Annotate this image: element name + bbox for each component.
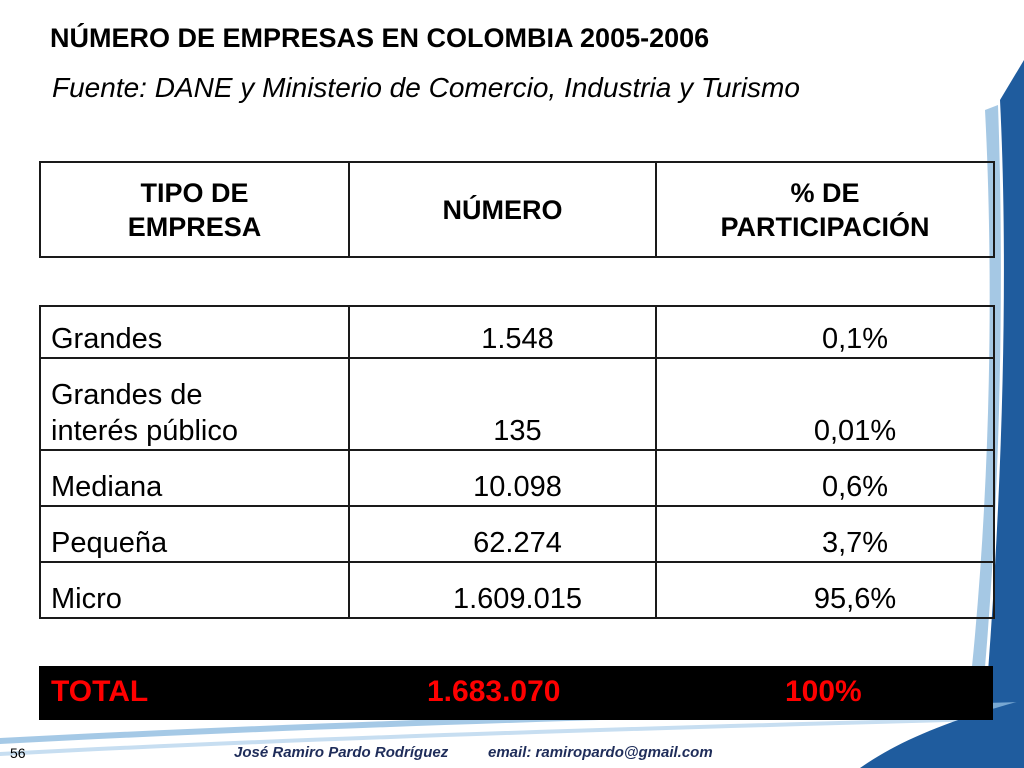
row-label-text: Pequeña xyxy=(51,527,168,559)
page-number: 56 xyxy=(10,745,26,761)
row-label-text: Grandes xyxy=(51,323,163,355)
row-label: Mediana xyxy=(39,449,350,507)
page-title: NÚMERO DE EMPRESAS EN COLOMBIA 2005-2006 xyxy=(50,23,710,53)
row-label-text: interés público xyxy=(51,415,238,447)
row-numero: 1.548 xyxy=(348,305,657,359)
total-row: TOTAL 1.683.070 100% xyxy=(39,666,993,720)
source-subtitle: Fuente: DANE y Ministerio de Comercio, I… xyxy=(52,72,800,103)
column-header-tipo: TIPO DE EMPRESA xyxy=(39,161,350,258)
row-participacion: 0,6% xyxy=(655,449,995,507)
row-numero: 62.274 xyxy=(348,505,657,563)
row-label-text: Grandes de xyxy=(51,379,203,411)
row-participacion: 0,01% xyxy=(655,357,995,451)
header-table: TIPO DE EMPRESA NÚMERO % DE PARTICIPACIÓ… xyxy=(39,161,995,258)
row-participacion: 95,6% xyxy=(655,561,995,619)
column-header-line: EMPRESA xyxy=(127,211,262,242)
total-label: TOTAL xyxy=(51,675,149,708)
row-participacion: 0,1% xyxy=(655,305,995,359)
row-numero: 135 xyxy=(348,357,657,451)
table-row: Pequeña 62.274 3,7% xyxy=(39,505,995,563)
row-label-text: Mediana xyxy=(51,471,163,503)
row-label: Grandes xyxy=(39,305,350,359)
footer-email: email: ramiropardo@gmail.com xyxy=(488,744,713,761)
row-numero: 10.098 xyxy=(348,449,657,507)
table-row: Grandes 1.548 0,1% xyxy=(39,305,995,359)
table-row: Micro 1.609.015 95,6% xyxy=(39,561,995,619)
column-header-numero: NÚMERO xyxy=(348,161,657,258)
row-label: Grandes de interés público xyxy=(39,357,350,451)
column-header-line: TIPO DE xyxy=(140,177,249,208)
row-participacion: 3,7% xyxy=(655,505,995,563)
column-header-line: PARTICIPACIÓN xyxy=(720,211,930,242)
total-participacion: 100% xyxy=(785,675,862,708)
total-numero: 1.683.070 xyxy=(427,675,561,708)
column-header-line: NÚMERO xyxy=(442,194,563,225)
row-numero: 1.609.015 xyxy=(348,561,657,619)
data-table: Grandes 1.548 0,1% Grandes de interés pú… xyxy=(39,305,995,619)
table-row: Mediana 10.098 0,6% xyxy=(39,449,995,507)
column-header-line: % DE xyxy=(790,177,860,208)
footer-author: José Ramiro Pardo Rodríguez xyxy=(234,744,449,761)
row-label: Micro xyxy=(39,561,350,619)
column-header-participacion: % DE PARTICIPACIÓN xyxy=(655,161,995,258)
row-label: Pequeña xyxy=(39,505,350,563)
row-label-text: Micro xyxy=(51,583,122,615)
table-row: Grandes de interés público 135 0,01% xyxy=(39,357,995,451)
